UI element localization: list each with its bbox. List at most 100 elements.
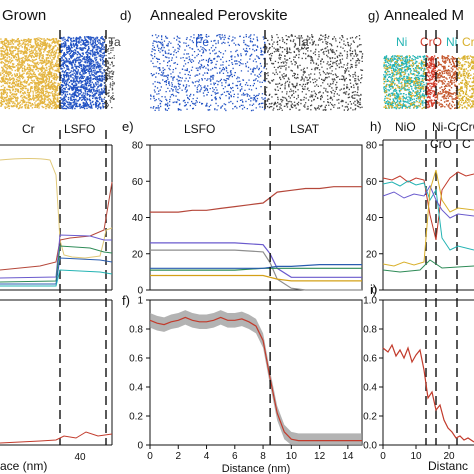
right-region-nicr: Ni-Cr	[432, 120, 460, 134]
atom-map-mixed	[383, 55, 474, 110]
series-line-0	[150, 186, 362, 213]
right-bottom-ytick-label: 0.2	[363, 412, 377, 423]
left-xlabel: ace (nm)	[0, 459, 47, 473]
y-tick-label: 20	[132, 249, 144, 260]
right-series-crox	[382, 169, 474, 267]
label-g: g)	[368, 8, 380, 23]
right-series-cr	[382, 184, 474, 219]
x-tick-label: 10	[286, 451, 298, 462]
atom-points-cr-2	[457, 55, 474, 110]
label-h: h)	[370, 119, 382, 134]
x-axis-label: Distance (nm)	[222, 463, 290, 474]
x-tick-label: 6	[232, 451, 238, 462]
right-series-o	[382, 171, 474, 241]
error-band	[150, 310, 362, 445]
title-mixed: Annealed M	[384, 7, 464, 24]
atom-points-fe	[60, 36, 106, 110]
left-series-sr	[0, 234, 112, 279]
y-tick-label: 0	[137, 441, 143, 452]
y-tick-label: 0.2	[129, 412, 143, 423]
right-xlabel: Distanc	[428, 459, 468, 473]
right-bottom-ytick-label: 0.8	[363, 325, 377, 336]
y-tick-label: 0	[137, 286, 143, 297]
series-line-1	[150, 242, 362, 278]
y-tick-label: 1	[137, 296, 143, 307]
right-bottom-ytick-label: 1.0	[363, 296, 377, 307]
plot-frame	[149, 299, 363, 446]
atom-points-cro	[426, 55, 438, 109]
left-region-cr: Cr	[22, 122, 35, 136]
right-top-ytick-label: 80	[366, 141, 378, 152]
x-tick-label: 14	[342, 451, 354, 462]
right-top-ytick-label: 40	[366, 213, 378, 224]
map-grown-label-ta: Ta	[108, 35, 121, 49]
atom-points-fe	[150, 34, 267, 112]
right-xtick-label: 10	[410, 451, 422, 462]
label-d: d)	[120, 8, 132, 23]
right-bottom-ytick-label: 0.4	[363, 383, 377, 394]
map-mixed-label-cr: Cr	[462, 35, 474, 49]
right-top-ytick-label: 20	[366, 249, 378, 260]
right-bottom-ytick-label: 0.6	[363, 354, 377, 365]
x-tick-label: 0	[147, 451, 153, 462]
right-series-ratio	[382, 343, 474, 443]
atom-points-ta	[265, 34, 364, 111]
y-tick-label: 40	[132, 213, 144, 224]
right-xtick-label: 0	[380, 451, 386, 462]
series-line-2	[150, 249, 362, 291]
series-line-5	[150, 274, 362, 282]
y-tick-label: 0.4	[129, 383, 143, 394]
atom-points-cr	[383, 55, 428, 110]
title-grown: Grown	[2, 7, 46, 24]
y-tick-label: 0.6	[129, 354, 143, 365]
atom-map-grown	[0, 36, 115, 110]
y-tick-label: 80	[132, 141, 144, 152]
map-perov-label-ta: Ta	[296, 35, 309, 49]
label-i: i)	[370, 282, 377, 297]
right-partial-panel: h) i) NiO Ni-Cr CrO CrO C 8060402001.00.…	[363, 30, 474, 473]
right-region-cro-2: CrO	[460, 120, 474, 134]
map-perov-label-fe: Fe	[195, 35, 209, 49]
left-xtick-40: 40	[74, 452, 86, 463]
atom-points-cr	[0, 38, 62, 110]
x-tick-label: 12	[314, 451, 326, 462]
x-tick-label: 4	[204, 451, 210, 462]
title-perovskite: Annealed Perovskite	[150, 7, 288, 24]
map-grown-label-cr: Cr	[34, 35, 47, 49]
middle-region-lsfo: LSFO	[184, 122, 215, 136]
middle-region-lsat: LSAT	[290, 122, 320, 136]
right-region-c: C	[462, 137, 471, 151]
right-region-cro: CrO	[430, 137, 452, 151]
atom-map-perovskite	[150, 34, 364, 112]
y-tick-label: 0.8	[129, 325, 143, 336]
atom-points-cro-2	[436, 55, 459, 110]
map-mixed-label-ni: Ni	[396, 35, 407, 49]
chart-e: 0 20 40 60 80	[132, 127, 363, 297]
right-top-ytick-label: 60	[366, 177, 378, 188]
right-series-ni	[382, 180, 474, 251]
series-line-4	[150, 264, 362, 269]
right-top-ytick-label: 0	[371, 286, 377, 297]
right-region-nio: NiO	[395, 120, 416, 134]
left-series-ratio	[0, 431, 113, 444]
right-xtick-label: 20	[443, 451, 455, 462]
map-mixed-label-cro: CrO	[420, 35, 442, 49]
left-partial-panel: Cr LSFO 40 ace (nm)	[0, 30, 113, 473]
atom-points-ta	[104, 36, 115, 109]
left-series-fe	[0, 257, 113, 285]
left-series-ta	[0, 269, 113, 287]
left-series-la	[0, 245, 113, 283]
right-series-minor	[382, 259, 474, 273]
series-line-0	[149, 316, 362, 442]
x-tick-label: 2	[175, 451, 181, 462]
right-bottom-ytick-label: 0.0	[363, 441, 377, 452]
label-e: e)	[122, 119, 134, 134]
map-grown-label-fe: Fe	[75, 35, 89, 49]
label-f: f)	[122, 293, 130, 308]
x-tick-label: 8	[260, 451, 266, 462]
left-series-o	[0, 181, 113, 271]
map-mixed-label-ni-2: Ni	[446, 35, 457, 49]
